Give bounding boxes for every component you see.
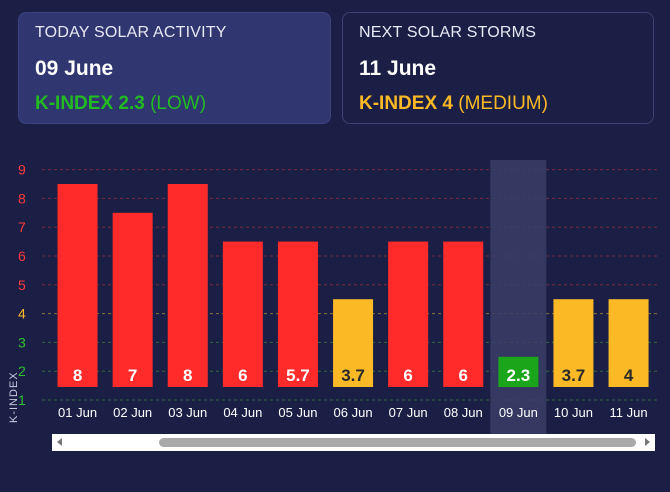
bar-value-label: 8 [183,366,192,385]
bar-07-jun[interactable]: 6 [388,241,429,387]
y-tick-label: 6 [18,248,26,264]
bar-05-jun[interactable]: 5.7 [277,241,318,387]
x-tick-label: 06 Jun [334,405,373,420]
k-index-bar-chart: 1 2 3 4 5 6 7 8 9 8 7 8 6 5.7 3.7 6 6 2.3 3.7 4 01 Jun 02 J… [18,160,658,435]
chart-scrollbar[interactable] [52,434,655,451]
bar-value-label: 6 [238,366,247,385]
today-k-index: K-INDEX 2.3 (LOW) [35,93,314,115]
chart-bars[interactable]: 8 7 8 6 5.7 3.7 6 6 2.3 3.7 4 [57,184,649,387]
next-k-index-value: K-INDEX 4 [359,93,453,114]
scrollbar-thumb[interactable] [159,438,636,447]
y-tick-label: 2 [18,363,26,379]
y-axis-ticks: 1 2 3 4 5 6 7 8 9 [18,162,26,408]
bar-09-jun[interactable]: 2.3 [498,356,539,387]
today-solar-activity-card: TODAY SOLAR ACTIVITY 09 June K-INDEX 2.3… [18,12,331,124]
bar-08-jun[interactable]: 6 [443,241,484,387]
x-axis-ticks: 01 Jun 02 Jun 03 Jun 04 Jun 05 Jun 06 Jun 07 J… [58,405,648,420]
bar[interactable] [277,241,318,387]
y-tick-label: 5 [18,277,26,293]
bar[interactable] [57,184,98,387]
bar[interactable] [333,299,374,387]
today-k-index-level: (LOW) [150,93,207,114]
x-tick-label: 05 Jun [278,405,317,420]
next-k-index-level: (MEDIUM) [458,93,548,114]
bar[interactable] [112,212,153,387]
y-axis-label: K-INDEX [8,371,20,423]
y-tick-label: 9 [18,162,26,178]
bar-01-jun[interactable]: 8 [57,184,98,387]
bar[interactable] [443,241,484,387]
next-card-date: 11 June [359,57,437,80]
y-tick-label: 7 [18,219,26,235]
x-tick-label: 02 Jun [113,405,152,420]
y-tick-label: 3 [18,334,26,350]
bar[interactable] [388,241,429,387]
bar-value-label: 2.3 [507,366,531,385]
x-tick-label: 04 Jun [223,405,262,420]
bar-value-label: 6 [459,366,468,385]
highlight-column [490,160,547,435]
today-card-label: TODAY SOLAR ACTIVITY [35,24,227,41]
x-tick-label: 11 Jun [610,405,648,420]
x-tick-label: 09 Jun [499,405,538,420]
bar-02-jun[interactable]: 7 [112,212,153,387]
x-tick-label: 01 Jun [58,405,97,420]
next-solar-storms-card: NEXT SOLAR STORMS 11 June K-INDEX 4 (MED… [342,12,654,124]
x-tick-label: 10 Jun [554,405,593,420]
x-tick-label: 03 Jun [168,405,207,420]
x-tick-label: 07 Jun [389,405,428,420]
next-card-label: NEXT SOLAR STORMS [359,24,537,41]
today-card-date: 09 June [35,57,114,80]
scroll-right-icon[interactable] [645,438,650,446]
y-tick-label: 4 [18,306,26,322]
bar-value-label: 3.7 [562,366,586,385]
bar[interactable] [608,299,649,387]
bar-value-label: 6 [403,366,412,385]
bar-value-label: 3.7 [341,366,365,385]
y-tick-label: 8 [18,190,26,206]
x-tick-label: 08 Jun [444,405,483,420]
bar-04-jun[interactable]: 6 [222,241,263,387]
bar-03-jun[interactable]: 8 [167,184,208,387]
bar-value-label: 4 [624,366,634,385]
bar[interactable] [167,184,208,387]
bar-value-label: 7 [128,366,137,385]
chart-highlight-band [490,160,547,435]
bar-06-jun[interactable]: 3.7 [333,299,374,387]
bar-10-jun[interactable]: 3.7 [553,299,594,387]
bar-11-jun[interactable]: 4 [608,299,649,387]
bar[interactable] [553,299,594,387]
next-k-index: K-INDEX 4 (MEDIUM) [359,93,637,115]
bar-value-label: 5.7 [286,366,310,385]
y-tick-label: 1 [18,392,26,408]
bar[interactable] [498,356,539,387]
today-k-index-value: K-INDEX 2.3 [35,93,145,114]
bar[interactable] [222,241,263,387]
scroll-left-icon[interactable] [57,438,62,446]
bar-value-label: 8 [73,366,82,385]
